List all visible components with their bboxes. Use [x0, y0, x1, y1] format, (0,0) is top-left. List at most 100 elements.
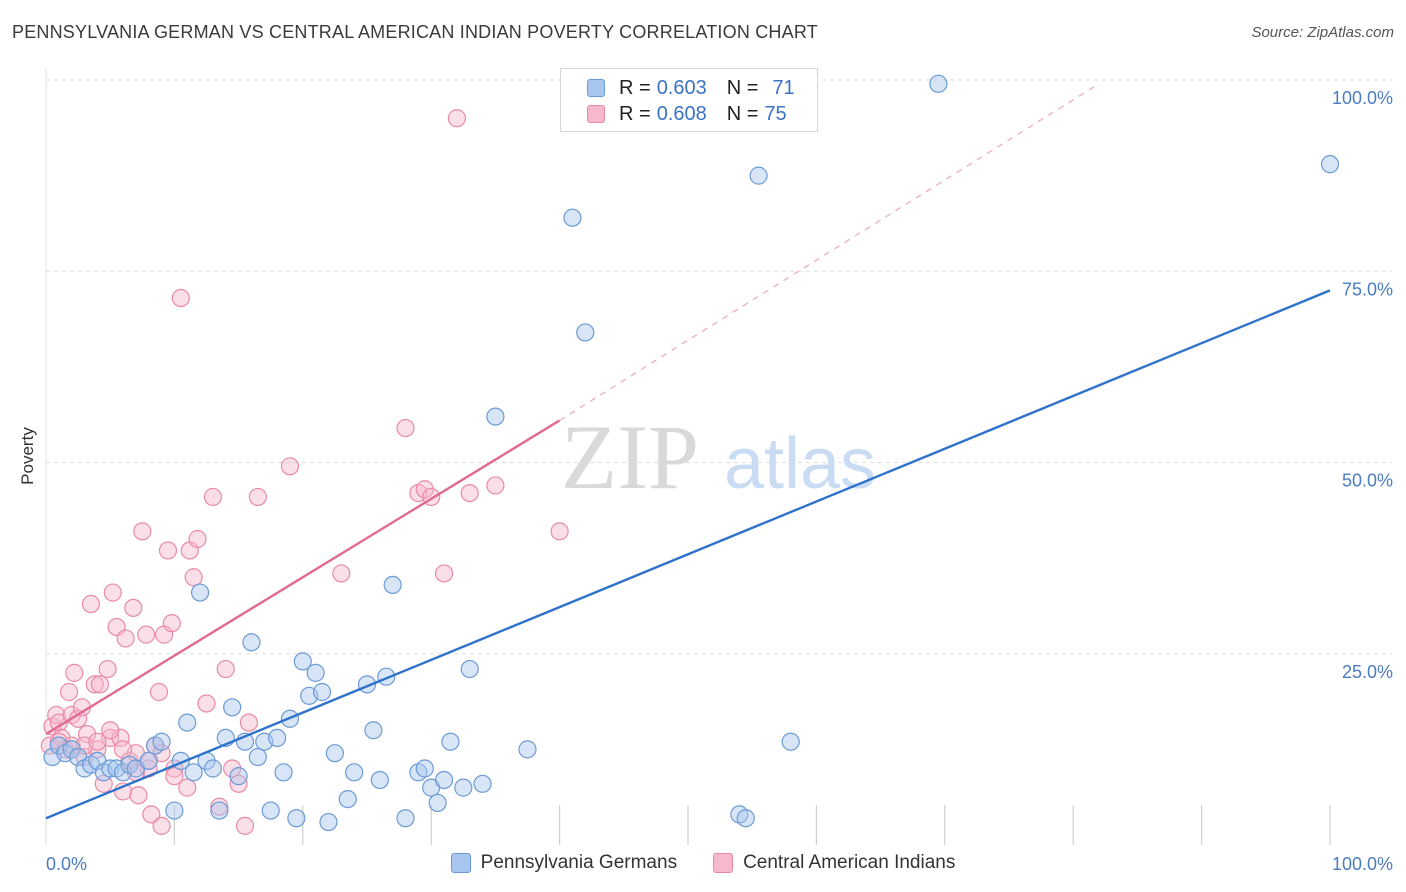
data-point — [239, 713, 258, 732]
data-point — [550, 522, 569, 541]
data-point — [332, 564, 351, 583]
data-point — [149, 682, 169, 702]
data-point — [88, 732, 107, 751]
data-point — [576, 323, 595, 342]
x-tick-label: 0.0% — [46, 854, 87, 874]
data-point — [116, 629, 135, 648]
data-point — [518, 740, 537, 759]
data-point — [229, 767, 248, 786]
data-point — [242, 633, 261, 652]
data-point — [210, 797, 229, 816]
data-point — [184, 568, 203, 587]
data-point — [383, 575, 402, 595]
y-tick-label: 75.0% — [1342, 279, 1393, 299]
data-point — [486, 476, 505, 495]
data-point — [203, 487, 223, 507]
data-point — [60, 682, 79, 702]
data-point — [428, 793, 447, 813]
data-point — [338, 789, 357, 809]
trend-extension — [559, 83, 1100, 421]
data-point — [447, 109, 466, 128]
pink-swatch — [713, 853, 734, 873]
data-point — [178, 778, 197, 797]
data-point — [223, 698, 242, 717]
data-point — [81, 594, 101, 614]
data-point — [248, 487, 267, 507]
data-point — [396, 809, 415, 828]
data-point — [280, 457, 300, 476]
data-point — [325, 744, 344, 763]
data-point — [454, 778, 473, 797]
series-legend: Pennsylvania Germans Central American In… — [0, 852, 1406, 874]
data-point — [203, 759, 223, 778]
data-point — [248, 747, 267, 767]
data-point — [103, 583, 122, 602]
trend-line — [45, 419, 561, 736]
correlation-legend: R = 0.603 N = 71 R = 0.608 N = 75 — [560, 68, 818, 132]
data-point — [563, 208, 582, 227]
grid-layer — [45, 68, 1392, 845]
data-point — [235, 816, 255, 835]
x-tick-label: 100.0% — [1332, 854, 1393, 874]
data-point — [441, 732, 460, 751]
data-point — [129, 786, 148, 805]
data-point — [460, 484, 479, 503]
data-point — [65, 663, 84, 682]
data-point — [133, 522, 152, 541]
data-point — [293, 652, 312, 671]
data-point — [268, 728, 287, 748]
data-point — [178, 713, 197, 732]
data-point — [142, 805, 161, 824]
data-point — [312, 682, 332, 702]
legend-row-pink: R = 0.608 N = 75 — [587, 101, 787, 127]
blue-swatch — [450, 853, 471, 873]
data-point — [77, 724, 97, 744]
data-point — [190, 583, 210, 602]
data-point — [165, 801, 184, 820]
data-point — [736, 809, 755, 828]
r-value: 0.608 — [656, 102, 707, 125]
data-point — [197, 694, 216, 713]
r-label: R = — [619, 76, 651, 99]
data-point — [345, 763, 364, 782]
pink-swatch — [587, 105, 605, 123]
trend-line — [45, 289, 1331, 820]
watermark-zip: ZIP — [561, 406, 699, 508]
n-value: 75 — [764, 102, 787, 125]
r-value: 0.603 — [656, 76, 707, 99]
tick-labels: 25.0% 50.0% 75.0% 100.0% 0.0% 100.0% — [46, 88, 1393, 874]
data-point — [749, 166, 768, 185]
n-label: N = — [726, 76, 759, 99]
data-point — [370, 770, 389, 790]
data-point — [781, 732, 800, 751]
data-point — [184, 763, 203, 782]
data-point — [85, 675, 104, 694]
y-tick-label: 50.0% — [1342, 471, 1393, 491]
n-label: N = — [726, 102, 759, 125]
data-point — [111, 728, 130, 748]
data-point — [137, 625, 156, 644]
data-point — [434, 564, 454, 583]
data-point — [162, 614, 181, 633]
chart-title: PENNSYLVANIA GERMAN VS CENTRAL AMERICAN … — [12, 22, 818, 42]
source-label: Source: ZipAtlas.com — [1251, 24, 1394, 41]
data-point — [210, 801, 229, 820]
watermark-atlas: atlas — [724, 424, 876, 504]
n-value: 71 — [772, 76, 795, 99]
legend-label: Pennsylvania Germans — [480, 852, 678, 873]
data-point — [152, 816, 171, 835]
data-point — [929, 74, 948, 93]
data-point — [261, 801, 280, 820]
data-point — [101, 721, 120, 740]
data-point — [171, 288, 190, 308]
data-point — [216, 659, 235, 679]
watermark: ZIP atlas — [561, 406, 876, 508]
data-point — [306, 663, 325, 682]
data-point — [98, 659, 117, 679]
data-point — [113, 740, 133, 759]
data-point — [229, 774, 248, 793]
trend-lines — [45, 83, 1331, 820]
data-point — [396, 418, 415, 438]
r-label: R = — [619, 102, 651, 125]
